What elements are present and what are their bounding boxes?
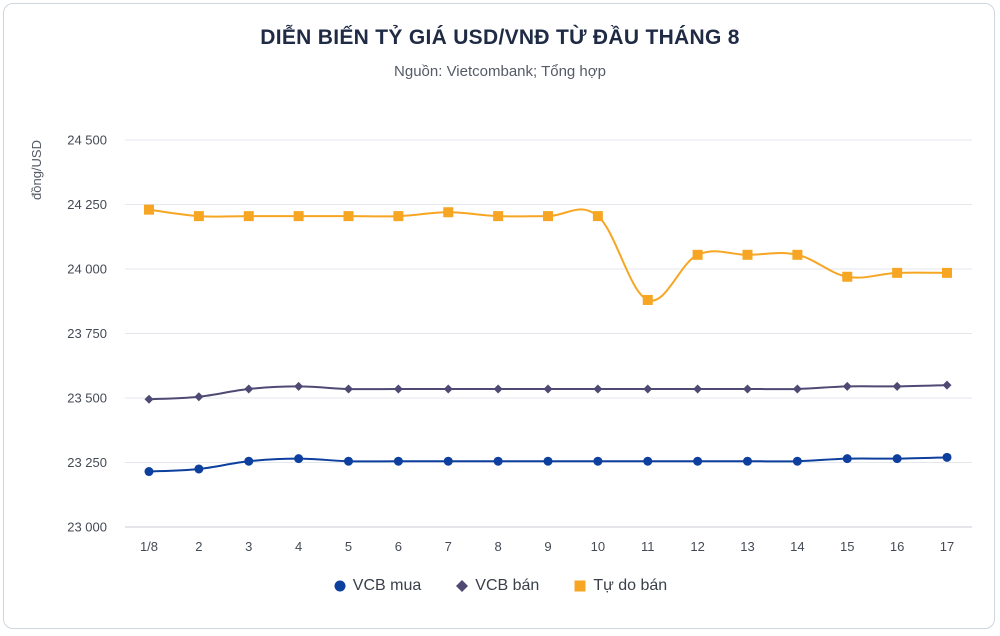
data-point[interactable] bbox=[842, 381, 852, 391]
data-point[interactable] bbox=[593, 456, 603, 466]
chart-subtitle: Nguồn: Vietcombank; Tổng hợp bbox=[394, 63, 606, 80]
legend-item-vcb-ban[interactable]: VCB bán bbox=[455, 577, 539, 595]
legend-item-vcb-mua[interactable]: VCB mua bbox=[333, 577, 421, 595]
data-point[interactable] bbox=[643, 456, 653, 466]
square-marker-icon bbox=[574, 580, 586, 592]
x-tick-label: 12 bbox=[690, 539, 704, 554]
data-point[interactable] bbox=[443, 384, 453, 394]
x-axis-ticks: 1/8 2 3 4 5 6 7 8 9 10 11 12 13 14 15 16 17 bbox=[140, 539, 954, 554]
data-point[interactable] bbox=[243, 211, 254, 222]
data-point[interactable] bbox=[344, 456, 353, 466]
legend-label: VCB bán bbox=[475, 577, 540, 594]
data-point[interactable] bbox=[543, 211, 553, 222]
y-tick-label: 23 750 bbox=[67, 326, 107, 341]
x-tick-label: 2 bbox=[195, 539, 202, 554]
data-point[interactable] bbox=[743, 384, 752, 394]
x-tick-label: 17 bbox=[940, 539, 954, 554]
x-tick-label: 4 bbox=[295, 539, 302, 554]
series-line bbox=[148, 208, 948, 302]
data-point[interactable] bbox=[742, 249, 753, 260]
y-tick-label: 23 000 bbox=[67, 520, 107, 535]
data-point[interactable] bbox=[693, 384, 703, 394]
chart-title: DIỄN BIẾN TỶ GIÁ USD/VNĐ TỪ ĐẦU THÁNG 8 bbox=[260, 26, 740, 49]
y-tick-label: 24 000 bbox=[67, 262, 107, 277]
data-point[interactable] bbox=[144, 394, 154, 404]
x-tick-label: 13 bbox=[740, 539, 754, 554]
circle-marker-icon bbox=[334, 580, 346, 592]
data-point[interactable] bbox=[194, 392, 204, 402]
data-point[interactable] bbox=[194, 464, 204, 474]
series-vcb-mua bbox=[144, 452, 952, 477]
legend: VCB mua VCB bán Tự do bán bbox=[0, 577, 1000, 595]
x-tick-label: 3 bbox=[245, 539, 252, 554]
x-tick-label: 10 bbox=[591, 539, 605, 554]
data-point[interactable] bbox=[393, 384, 403, 394]
data-point[interactable] bbox=[244, 384, 254, 394]
data-point[interactable] bbox=[294, 454, 304, 464]
x-tick-label: 9 bbox=[544, 539, 551, 554]
data-point[interactable] bbox=[244, 456, 254, 466]
y-axis-ticks: 23 000 23 250 23 500 23 750 24 000 24 250 24 5… bbox=[67, 133, 107, 535]
x-tick-label: 1/8 bbox=[140, 539, 158, 554]
x-tick-label: 5 bbox=[345, 539, 352, 554]
y-tick-label: 24 500 bbox=[67, 133, 107, 148]
data-point[interactable] bbox=[543, 384, 553, 394]
legend-item-tu-do-ban[interactable]: Tự do bán bbox=[573, 577, 667, 595]
data-point[interactable] bbox=[493, 384, 503, 394]
data-point[interactable] bbox=[193, 211, 204, 222]
data-point[interactable] bbox=[443, 207, 454, 218]
chart-frame bbox=[3, 3, 995, 629]
data-point[interactable] bbox=[892, 454, 902, 464]
x-tick-label: 15 bbox=[840, 539, 854, 554]
data-point[interactable] bbox=[144, 467, 154, 477]
series-vcb-bán bbox=[144, 380, 952, 404]
data-point[interactable] bbox=[643, 384, 653, 394]
y-axis-label: đồng/USD bbox=[29, 140, 44, 200]
data-point[interactable] bbox=[743, 456, 752, 466]
y-tick-label: 23 500 bbox=[67, 391, 107, 406]
data-point[interactable] bbox=[792, 249, 803, 260]
data-point[interactable] bbox=[842, 271, 853, 282]
data-point[interactable] bbox=[593, 384, 603, 394]
x-tick-label: 7 bbox=[445, 539, 452, 554]
data-point[interactable] bbox=[942, 267, 952, 278]
x-tick-label: 8 bbox=[495, 539, 502, 554]
data-point[interactable] bbox=[892, 381, 902, 391]
x-tick-label: 16 bbox=[890, 539, 904, 554]
data-point[interactable] bbox=[293, 211, 304, 222]
data-point[interactable] bbox=[393, 456, 403, 466]
data-point[interactable] bbox=[842, 454, 852, 464]
data-point[interactable] bbox=[942, 452, 952, 462]
legend-label: Tự do bán bbox=[593, 577, 668, 594]
x-tick-label: 11 bbox=[641, 539, 655, 554]
data-point[interactable] bbox=[443, 456, 453, 466]
data-point[interactable] bbox=[792, 384, 802, 394]
diamond-marker-icon bbox=[456, 580, 469, 592]
data-point[interactable] bbox=[792, 456, 802, 466]
data-point[interactable] bbox=[493, 211, 504, 222]
data-point[interactable] bbox=[294, 381, 304, 391]
x-tick-label: 14 bbox=[790, 539, 804, 554]
data-point[interactable] bbox=[493, 456, 503, 466]
data-point[interactable] bbox=[393, 211, 404, 222]
data-point[interactable] bbox=[693, 456, 703, 466]
x-tick-label: 6 bbox=[395, 539, 402, 554]
data-point[interactable] bbox=[344, 384, 353, 394]
data-point[interactable] bbox=[144, 204, 154, 215]
legend-label: VCB mua bbox=[352, 577, 422, 594]
grid-lines bbox=[125, 139, 972, 528]
data-point[interactable] bbox=[942, 380, 952, 390]
data-point[interactable] bbox=[892, 267, 903, 278]
series-tự-do-bán bbox=[144, 204, 952, 305]
data-point[interactable] bbox=[642, 294, 653, 305]
y-tick-label: 23 250 bbox=[67, 455, 107, 470]
data-point[interactable] bbox=[343, 211, 354, 222]
data-point[interactable] bbox=[592, 211, 603, 222]
y-tick-label: 24 250 bbox=[67, 197, 107, 212]
data-point[interactable] bbox=[692, 249, 703, 260]
series-group bbox=[144, 204, 952, 477]
data-point[interactable] bbox=[543, 456, 553, 466]
